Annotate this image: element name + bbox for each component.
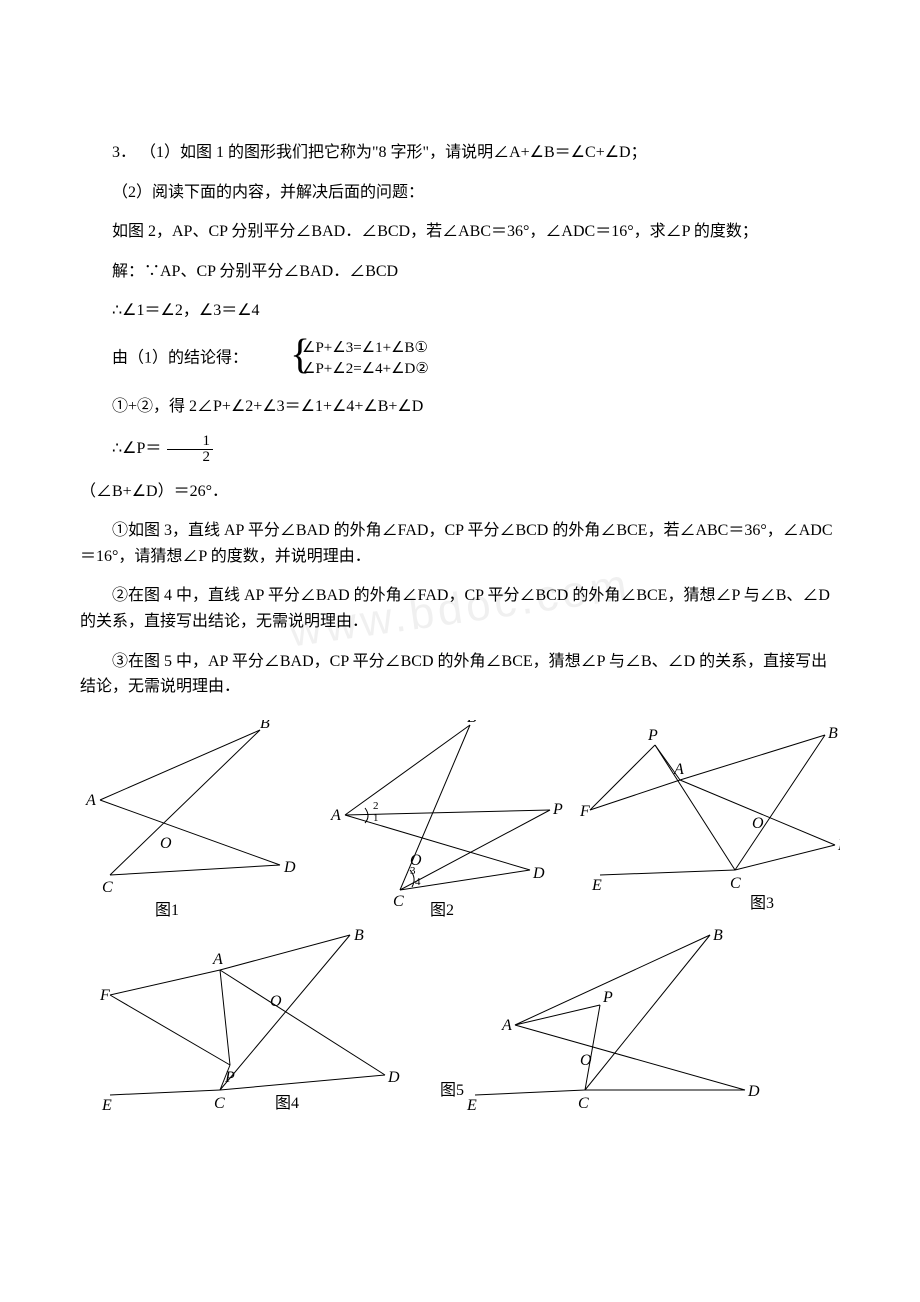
- fig2-D: D: [532, 865, 545, 882]
- fig3-O: O: [752, 815, 764, 832]
- fig4-O: O: [270, 993, 282, 1010]
- figure-4: F A B O C E D P 图4: [99, 927, 400, 1114]
- solution-line1: 解：∵AP、CP 分别平分∠BAD．∠BCD: [80, 259, 840, 285]
- solution-line5: ∴∠P＝ 1 2: [80, 434, 840, 465]
- solution-line3-pre: 由（1）的结论得：: [112, 350, 248, 367]
- fig2-C: C: [393, 893, 404, 910]
- fig5-A: A: [501, 1017, 512, 1034]
- equation-system: { ∠P+∠3=∠1+∠B① ∠P+∠2=∠4+∠D②: [258, 338, 429, 380]
- part1-text: （1）如图 1 的图形我们把它称为"8 字形"，请说明∠A+∠B＝∠C+∠D；: [140, 144, 647, 161]
- fraction-half: 1 2: [167, 434, 213, 465]
- solution-line4: ①+②，得 2∠P+∠2+∠3＝∠1+∠4+∠B+∠D: [80, 394, 840, 420]
- question-3: ③在图 5 中，AP 平分∠BAD，CP 平分∠BCD 的外角∠BCE，猜想∠P…: [80, 649, 840, 700]
- fig3-label: 图3: [750, 895, 774, 912]
- fig1-D: D: [283, 859, 296, 876]
- fig1-label: 图1: [155, 902, 179, 919]
- fig5-C: C: [578, 1095, 589, 1112]
- fig4-A: A: [212, 951, 223, 968]
- fig4-F: F: [99, 987, 110, 1004]
- figure-1: A B C D O 图1: [85, 720, 296, 919]
- fig3-B: B: [828, 725, 838, 742]
- question-1: ①如图 3，直线 AP 平分∠BAD 的外角∠FAD，CP 平分∠BCD 的外角…: [80, 518, 840, 569]
- question-2: ②在图 4 中，直线 AP 平分∠BAD 的外角∠FAD，CP 平分∠BCD 的…: [80, 583, 840, 634]
- part2-intro: （2）阅读下面的内容，并解决后面的问题：: [80, 180, 840, 206]
- problem-3-part1: 3． （1）如图 1 的图形我们把它称为"8 字形"，请说明∠A+∠B＝∠C+∠…: [80, 140, 840, 166]
- fig3-A: A: [673, 761, 684, 778]
- solution-line6: （∠B+∠D）＝26°．: [80, 479, 840, 505]
- fig4-label: 图4: [275, 1095, 299, 1112]
- figure-3: F A B O C E D P 图3: [579, 725, 840, 912]
- fig4-D: D: [387, 1069, 400, 1086]
- document-page: 3． （1）如图 1 的图形我们把它称为"8 字形"，请说明∠A+∠B＝∠C+∠…: [0, 0, 920, 1160]
- fig1-O: O: [160, 835, 172, 852]
- fig5-label: 图5: [440, 1082, 464, 1099]
- fig5-O: O: [580, 1052, 592, 1069]
- fig5-P: P: [602, 989, 613, 1006]
- fig4-B: B: [354, 927, 364, 944]
- fig3-F: F: [579, 803, 590, 820]
- fig5-B: B: [713, 927, 723, 944]
- fig1-A: A: [85, 792, 96, 809]
- fig3-P: P: [647, 727, 658, 744]
- fig4-P: P: [224, 1069, 235, 1086]
- fig2-label: 图2: [430, 902, 454, 919]
- fig2-1: 1: [373, 812, 379, 824]
- fig5-D: D: [747, 1083, 760, 1100]
- fig3-D: D: [837, 837, 840, 854]
- fig3-C: C: [730, 875, 741, 892]
- fraction-numerator: 1: [167, 434, 213, 450]
- solution-line2: ∴∠1＝∠2，∠3＝∠4: [80, 298, 840, 324]
- fig3-E: E: [591, 877, 602, 894]
- q-block: www.bdoc.com ①如图 3，直线 AP 平分∠BAD 的外角∠FAD，…: [80, 518, 840, 700]
- left-brace-icon: {: [258, 334, 310, 376]
- figure-2: A B C D P O 2 1 3 4: [330, 720, 563, 919]
- part2-setup: 如图 2，AP、CP 分别平分∠BAD．∠BCD，若∠ABC＝36°，∠ADC＝…: [80, 219, 840, 245]
- fig1-B: B: [260, 720, 270, 732]
- fig4-C: C: [214, 1095, 225, 1112]
- solution-line3: 由（1）的结论得： { ∠P+∠3=∠1+∠B① ∠P+∠2=∠4+∠D②: [80, 338, 840, 380]
- solution-line5-pre: ∴∠P＝: [112, 440, 161, 457]
- fig2-4: 4: [415, 876, 421, 888]
- fraction-denominator: 2: [167, 450, 213, 465]
- figures-container: A B C D O 图1: [80, 720, 840, 1120]
- fig2-A: A: [330, 807, 341, 824]
- fig4-E: E: [101, 1097, 112, 1114]
- fig2-2: 2: [373, 800, 379, 812]
- fig2-P: P: [552, 801, 563, 818]
- fig5-E: E: [466, 1097, 477, 1114]
- fig1-C: C: [102, 879, 113, 896]
- figure-5: A B C E D O P 图5: [440, 927, 760, 1114]
- problem-number: 3．: [112, 144, 136, 161]
- fig2-B: B: [467, 720, 477, 726]
- figures-svg: A B C D O 图1: [80, 720, 840, 1120]
